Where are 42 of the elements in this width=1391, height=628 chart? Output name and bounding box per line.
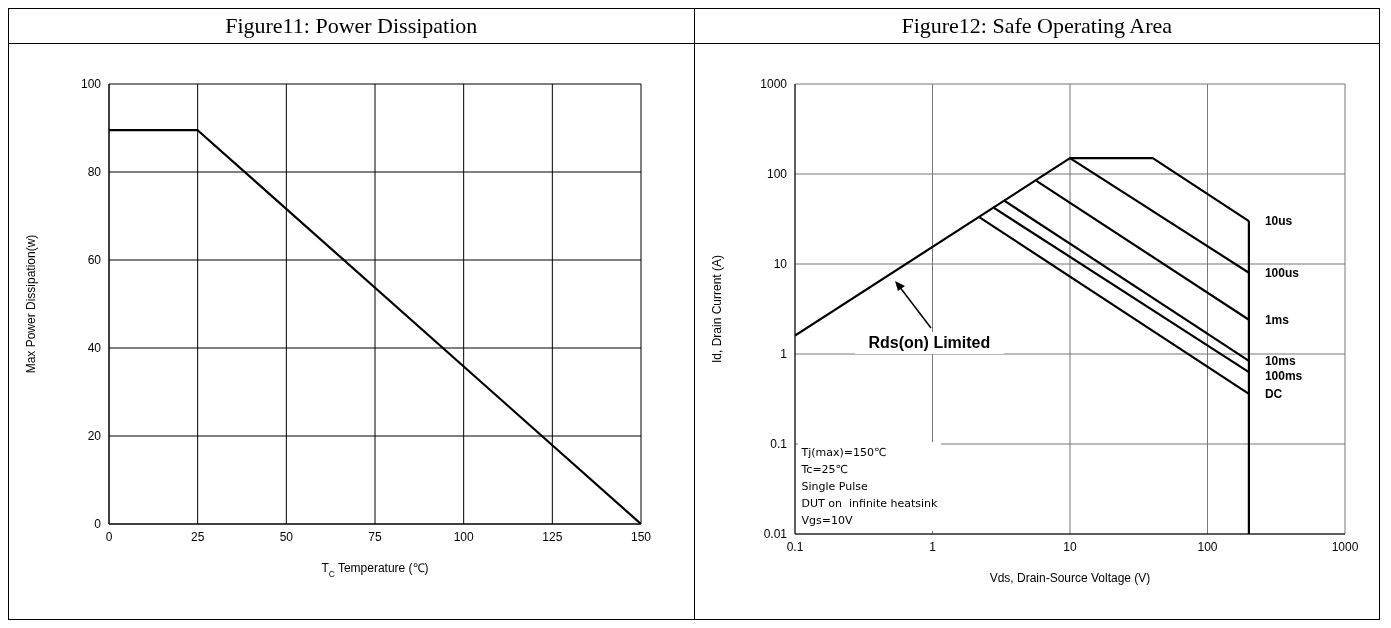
y-tick-label: 1000 [759, 77, 787, 92]
x-axis-title: Vds, Drain-Source Voltage (V) [989, 571, 1150, 585]
chart-title: Figure12: Safe Operating Area [694, 9, 1379, 44]
x-tick-label: 10 [1062, 539, 1077, 554]
x-axis-title: T$_{C}$ Temperature (℃) [321, 561, 429, 579]
x-tick-label: 0 [105, 529, 113, 544]
y-tick-label: 10 [773, 257, 787, 272]
x-tick-label: 0.1 [786, 539, 804, 554]
x-tick-label: 50 [279, 529, 294, 544]
x-tick-label: 150 [630, 529, 652, 544]
series-label: 100ms [1264, 368, 1303, 383]
series-label: 10ms [1264, 353, 1296, 368]
x-tick-label: 100 [453, 529, 474, 544]
series-label: 10us [1264, 214, 1293, 229]
annotation: DUT on infinite heatsink [801, 496, 938, 512]
y-tick-label: 40 [87, 341, 102, 356]
y-tick-label: 100 [80, 77, 102, 92]
y-axis-title: Max Power Dissipation(w) [24, 234, 39, 374]
series-label: 1ms [1264, 312, 1289, 327]
y-tick-label: 60 [87, 253, 102, 268]
series-label: 100us [1264, 265, 1299, 280]
y-tick-label: 0.1 [769, 437, 787, 452]
annotation: Vgs=10V [801, 513, 854, 529]
x-tick-label: 125 [542, 529, 563, 544]
annotation: Single Pulse [801, 479, 869, 495]
x-tick-label: 1 [928, 539, 936, 554]
x-tick-label: 25 [190, 529, 205, 544]
x-tick-label: 100 [1196, 539, 1218, 554]
y-tick-label: 0.01 [763, 527, 787, 542]
x-tick-label: 1000 [1331, 539, 1359, 554]
annotation: Tc=25℃ [801, 462, 849, 478]
y-tick-label: 20 [87, 429, 102, 444]
y-tick-label: 0 [94, 517, 102, 532]
x-tick-label: 75 [368, 529, 382, 544]
annotation: Rds(on) Limited [854, 332, 1005, 354]
y-tick-label: 80 [87, 165, 102, 180]
y-axis-title: Id, Drain Current (A) [709, 254, 724, 364]
y-tick-label: 1 [779, 347, 787, 362]
y-tick-label: 100 [766, 167, 787, 182]
series-label: DC [1264, 386, 1283, 401]
annotation: Tj(max)=150℃ [801, 445, 888, 461]
chart-title: Figure11: Power Dissipation [9, 9, 694, 44]
